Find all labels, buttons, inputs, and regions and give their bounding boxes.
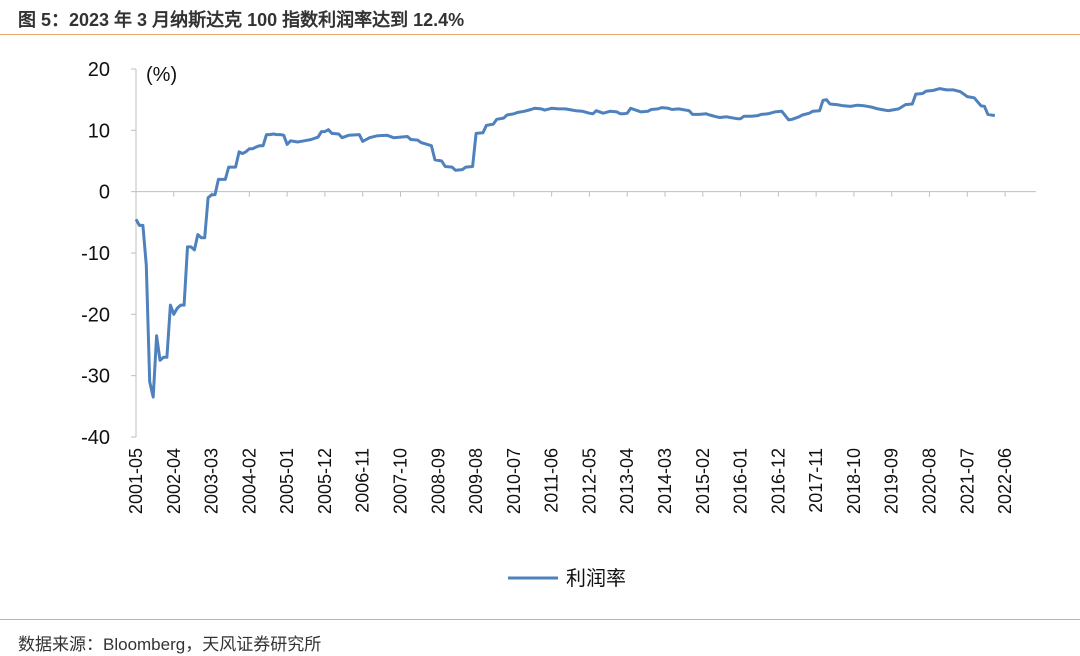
x-tick-label: 2005-12 [315, 448, 335, 514]
legend: 利润率 [508, 567, 626, 590]
bottom-divider [0, 619, 1080, 620]
x-tick-label: 2020-08 [920, 448, 940, 514]
x-tick-label: 2022-06 [995, 448, 1015, 514]
y-unit-label: (%) [146, 64, 177, 86]
x-tick-label: 2014-03 [655, 448, 675, 514]
x-tick-label: 2002-04 [164, 448, 184, 514]
x-tick-label: 2016-12 [768, 448, 788, 514]
x-tick-label: 2003-03 [202, 448, 222, 514]
legend-label: 利润率 [566, 567, 626, 590]
x-tick-label: 2016-01 [731, 448, 751, 514]
x-tick-label: 2012-05 [579, 448, 599, 514]
x-tick-label: 2010-07 [504, 448, 524, 514]
series-layer [134, 87, 996, 399]
source-note: 数据来源：Bloomberg，天风证券研究所 [18, 635, 322, 654]
x-tick-label: 2015-02 [693, 448, 713, 514]
y-axis: 20 10 0 -10 -20 -30 -40 [81, 59, 137, 449]
chart-title: 图 5：2023 年 3 月纳斯达克 100 指数利润率达到 12.4% [18, 10, 465, 30]
x-tick-label: 2018-10 [844, 448, 864, 514]
x-tick-label: 2007-10 [391, 448, 411, 514]
x-tick-label: 2005-01 [277, 448, 297, 514]
x-tick-label: 2008-09 [428, 448, 448, 514]
x-tick-label: 2001-05 [126, 448, 146, 514]
top-divider [0, 34, 1080, 35]
y-tick-label: -40 [81, 427, 110, 449]
y-tick-label: -30 [81, 366, 110, 388]
x-tick-label: 2017-11 [806, 448, 826, 513]
y-tick-label: 0 [99, 182, 110, 204]
series-line-profit-margin [134, 87, 996, 399]
y-tick-label: 10 [88, 120, 110, 142]
x-axis: 2001-05 2002-04 2003-03 2004-02 2005-01 2005-… [126, 191, 1036, 514]
x-tick-label: 2004-02 [239, 448, 259, 514]
x-tick-label: 2021-07 [957, 448, 977, 514]
x-tick-label: 2011-06 [542, 448, 562, 513]
y-tick-label: 20 [88, 59, 110, 81]
x-tick-label: 2013-04 [617, 448, 637, 514]
y-tick-label: -10 [81, 243, 110, 265]
x-tick-label: 2006-11 [353, 448, 373, 513]
x-tick-label: 2009-08 [466, 448, 486, 514]
y-tick-label: -20 [81, 304, 110, 326]
x-tick-label: 2019-09 [882, 448, 902, 514]
